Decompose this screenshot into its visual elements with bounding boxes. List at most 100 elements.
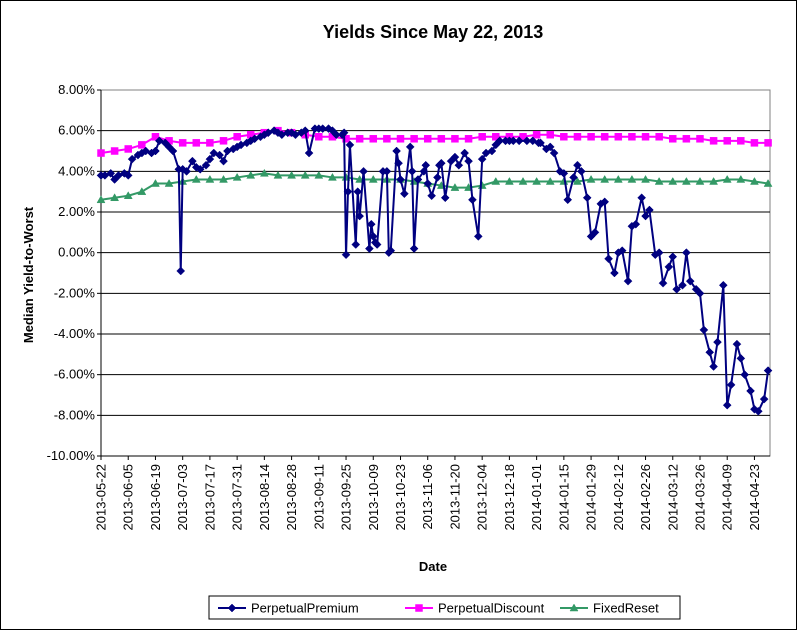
plot-area: 8.00% 6.00% 4.00% 2.00% 0.00% -2.00% -4.00% -6.… bbox=[47, 82, 773, 531]
data-point-fixedreset bbox=[613, 174, 623, 183]
data-point-perpetualpremium bbox=[722, 400, 732, 410]
data-point-perpetualdiscount bbox=[532, 130, 541, 139]
data-point-perpetualpremium bbox=[215, 150, 224, 160]
data-point-perpetualpremium bbox=[682, 248, 691, 258]
data-point-perpetualpremium bbox=[709, 362, 718, 371]
data-point-perpetualpremium bbox=[705, 347, 715, 357]
data-point-fixedreset bbox=[600, 174, 610, 183]
x-tick-label: 2014-01-29 bbox=[584, 464, 599, 531]
x-tick-label: 2014-03-12 bbox=[665, 464, 680, 531]
x-tick-label: 2013-09-25 bbox=[339, 464, 354, 531]
data-point-perpetualpremium bbox=[318, 124, 328, 133]
data-point-perpetualdiscount bbox=[709, 137, 718, 145]
data-point-perpetualdiscount bbox=[492, 133, 500, 141]
data-point-fixedreset bbox=[668, 176, 678, 185]
data-point-fixedreset bbox=[654, 176, 664, 185]
data-point-perpetualpremium bbox=[590, 227, 600, 237]
x-tick-label: 2013-09-11 bbox=[311, 464, 326, 530]
data-point-fixedreset bbox=[681, 176, 691, 185]
data-point-perpetualpremium bbox=[450, 152, 460, 162]
data-point-perpetualdiscount bbox=[423, 135, 432, 143]
data-point-perpetualpremium bbox=[495, 136, 505, 146]
data-point-perpetualpremium bbox=[405, 142, 415, 152]
data-point-perpetualpremium bbox=[176, 266, 186, 276]
data-point-perpetualpremium bbox=[440, 193, 450, 203]
data-point-perpetualpremium bbox=[569, 173, 578, 182]
data-point-perpetualdiscount bbox=[151, 133, 160, 141]
data-point-perpetualpremium bbox=[427, 191, 436, 201]
data-point-perpetualpremium bbox=[341, 250, 351, 260]
data-point-perpetualdiscount bbox=[546, 130, 554, 139]
data-point-perpetualdiscount bbox=[396, 135, 405, 143]
data-point-perpetualpremium bbox=[473, 232, 483, 241]
data-point-perpetualpremium bbox=[623, 276, 633, 286]
data-point-perpetualpremium bbox=[508, 136, 518, 146]
data-point-perpetualdiscount bbox=[723, 137, 731, 145]
data-point-perpetualdiscount bbox=[655, 133, 663, 141]
data-point-perpetualpremium bbox=[685, 276, 695, 286]
y-tick-label: -6.00% bbox=[54, 367, 96, 382]
data-point-perpetualpremium bbox=[188, 156, 197, 166]
x-tick-label: 2014-01-15 bbox=[556, 464, 571, 531]
data-point-perpetualpremium bbox=[413, 175, 423, 184]
data-point-perpetualpremium bbox=[386, 246, 396, 255]
legend-marker-fixedreset bbox=[569, 603, 579, 612]
data-point-perpetualpremium bbox=[436, 158, 446, 168]
data-point-fixedreset bbox=[137, 187, 147, 195]
data-point-perpetualpremium bbox=[477, 154, 487, 164]
data-point-perpetualpremium bbox=[454, 160, 464, 170]
y-axis-title: Median Yield-to-Worst bbox=[21, 206, 36, 343]
data-point-fixedreset bbox=[586, 174, 596, 183]
legend-label-fixedreset: FixedReset bbox=[593, 601, 659, 616]
data-point-perpetualpremium bbox=[195, 164, 205, 174]
data-point-perpetualdiscount bbox=[478, 133, 486, 141]
data-point-perpetualdiscount bbox=[696, 135, 704, 143]
data-point-fixedreset bbox=[164, 179, 174, 187]
data-point-perpetualpremium bbox=[400, 189, 409, 199]
data-point-perpetualpremium bbox=[392, 146, 401, 156]
data-point-fixedreset bbox=[368, 174, 378, 183]
data-point-perpetualdiscount bbox=[614, 133, 623, 141]
data-point-fixedreset bbox=[504, 176, 514, 185]
x-tick-label: 2013-10-23 bbox=[393, 464, 408, 531]
data-point-perpetualpremium bbox=[631, 219, 641, 229]
data-point-perpetualpremium bbox=[763, 366, 773, 375]
data-point-fixedreset bbox=[287, 170, 297, 179]
data-point-perpetualpremium bbox=[637, 193, 646, 203]
data-point-perpetualpremium bbox=[514, 136, 524, 146]
data-point-perpetualdiscount bbox=[737, 137, 745, 145]
data-point-perpetualdiscount bbox=[464, 135, 473, 143]
data-point-perpetualpremium bbox=[740, 370, 750, 380]
chart-title: Yields Since May 22, 2013 bbox=[323, 22, 543, 42]
data-point-perpetualpremium bbox=[753, 406, 763, 416]
x-tick-label: 2013-05-22 bbox=[94, 464, 109, 531]
y-tick-label: -4.00% bbox=[54, 326, 96, 341]
data-point-fixedreset bbox=[232, 172, 242, 181]
data-point-perpetualdiscount bbox=[560, 133, 568, 141]
data-point-perpetualpremium bbox=[407, 166, 417, 176]
data-point-perpetualdiscount bbox=[669, 135, 677, 143]
y-tick-label: 8.00% bbox=[58, 82, 95, 97]
data-point-perpetualpremium bbox=[123, 171, 133, 180]
y-tick-label: -2.00% bbox=[54, 285, 96, 300]
data-point-perpetualpremium bbox=[151, 146, 160, 156]
data-point-perpetualpremium bbox=[604, 254, 613, 264]
data-point-perpetualpremium bbox=[351, 240, 361, 249]
data-point-perpetualpremium bbox=[127, 154, 137, 164]
data-point-fixedreset bbox=[123, 191, 133, 199]
data-point-perpetualpremium bbox=[433, 173, 442, 182]
legend-marker-perpetualdiscount bbox=[415, 604, 423, 612]
x-tick-label: 2013-12-18 bbox=[502, 464, 517, 531]
data-point-perpetualdiscount bbox=[138, 141, 146, 149]
data-point-perpetualpremium bbox=[182, 166, 191, 176]
data-point-perpetualdiscount bbox=[233, 133, 241, 141]
data-point-fixedreset bbox=[110, 193, 120, 202]
data-point-perpetualpremium bbox=[460, 148, 470, 158]
data-point-perpetualpremium bbox=[746, 386, 755, 396]
x-tick-label: 2013-08-14 bbox=[257, 464, 272, 531]
data-point-perpetualdiscount bbox=[682, 135, 691, 143]
data-point-perpetualpremium bbox=[300, 126, 310, 136]
data-point-perpetualdiscount bbox=[124, 145, 132, 153]
data-point-fixedreset bbox=[327, 172, 337, 181]
